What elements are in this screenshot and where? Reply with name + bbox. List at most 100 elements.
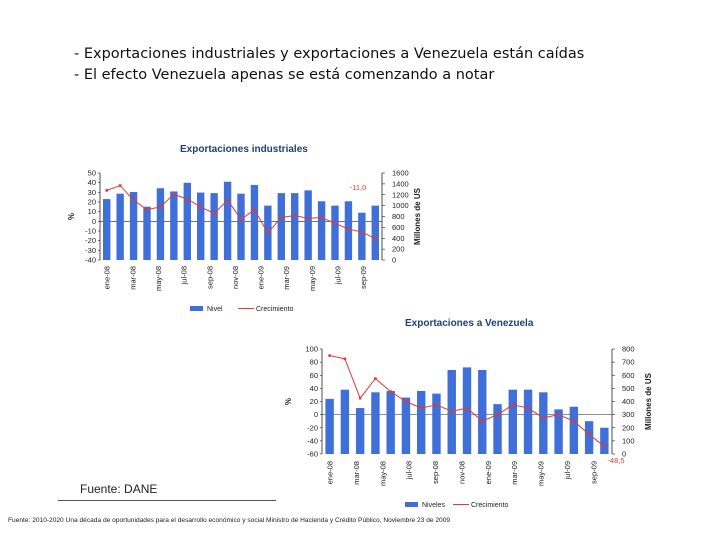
chart2-bar bbox=[417, 391, 426, 454]
chart2-growth-point bbox=[343, 357, 347, 361]
chart2-legend-bar-swatch bbox=[405, 502, 418, 507]
chart2-left-tick-label: -40 bbox=[307, 436, 318, 445]
chart2-bar bbox=[371, 392, 380, 454]
chart1-bar bbox=[331, 205, 339, 260]
chart2-title: Exportaciones a Venezuela bbox=[405, 318, 534, 329]
chart1-left-tick-label: -10 bbox=[85, 227, 96, 236]
chart1-growth-point bbox=[132, 198, 135, 202]
chart1-left-tick-label: -20 bbox=[85, 236, 96, 245]
chart2-right-tick-label: 800 bbox=[622, 345, 635, 354]
heading-line-1: - Exportaciones industriales y exportaci… bbox=[74, 46, 585, 62]
chart2-growth-point bbox=[435, 403, 438, 407]
chart2-left-tick-label: -60 bbox=[307, 450, 318, 459]
chart1-growth-point bbox=[253, 208, 256, 212]
chart1-ylabel-right: Millones de US bbox=[413, 187, 422, 245]
chart1-bar bbox=[223, 181, 232, 260]
chart2-left-tick-label: 80 bbox=[310, 358, 318, 367]
chart1-growth-point bbox=[172, 192, 176, 196]
chart1-x-tick-label: may-09 bbox=[308, 266, 317, 291]
chart1-growth-point bbox=[145, 208, 149, 212]
chart1-growth-point bbox=[360, 230, 364, 234]
chart2-bar bbox=[554, 409, 563, 454]
chart1-bar bbox=[170, 191, 178, 260]
chart2-growth-point bbox=[572, 419, 576, 423]
source-divider bbox=[58, 500, 276, 501]
chart1-legend-line-label: Crecimiento bbox=[256, 306, 293, 313]
chart1-ylabel-left: % bbox=[67, 213, 76, 220]
chart2-legend-line-label: Crecimiento bbox=[471, 502, 508, 509]
chart1-x-tick-label: may-08 bbox=[154, 266, 163, 291]
chart2-x-tick-label: may-08 bbox=[378, 461, 387, 486]
chart1-bar bbox=[371, 205, 379, 260]
chart1-right-tick-label: 1200 bbox=[392, 190, 409, 199]
chart2-right-tick-label: 300 bbox=[622, 410, 635, 419]
chart1-bar bbox=[156, 188, 165, 260]
chart2-growth-point bbox=[511, 403, 515, 407]
chart1-growth-point bbox=[306, 217, 310, 220]
chart1-left-tick-label: 40 bbox=[88, 178, 96, 187]
chart2-bar bbox=[401, 397, 411, 454]
chart1-bar bbox=[116, 193, 124, 260]
chart2-growth-point bbox=[389, 390, 392, 393]
chart1-bar bbox=[197, 192, 205, 260]
chart2-bar bbox=[584, 421, 594, 454]
chart1-annotation: -11,0 bbox=[350, 183, 367, 192]
chart2-growth-point bbox=[465, 406, 469, 410]
chart2-bar bbox=[355, 408, 365, 454]
chart2-left-tick-label: 100 bbox=[305, 345, 318, 354]
chart2-bar bbox=[386, 391, 395, 454]
chart1-growth-point bbox=[212, 212, 216, 215]
chart2-left-tick-label: 0 bbox=[314, 410, 318, 419]
chart2-bar bbox=[523, 389, 533, 454]
chart2-bar bbox=[569, 406, 579, 454]
chart1-x-tick-label: mar-09 bbox=[282, 266, 291, 290]
chart2-right-tick-label: 200 bbox=[622, 423, 635, 432]
chart1-left-tick-label: 20 bbox=[88, 198, 96, 207]
chart1-x-tick-label: mar-08 bbox=[128, 266, 137, 290]
chart1-right-tick-label: 1400 bbox=[392, 179, 409, 188]
chart2-bar bbox=[432, 393, 441, 454]
chart1-x-tick-label: sep-08 bbox=[205, 266, 214, 289]
chart1-right-tick-label: 1600 bbox=[392, 169, 409, 178]
chart2-ylabel-right: Millones de US bbox=[644, 372, 653, 430]
chart2-growth-point bbox=[419, 406, 423, 410]
chart1-bar bbox=[358, 212, 366, 260]
chart1-growth-point bbox=[333, 221, 337, 225]
chart1-growth-point bbox=[320, 216, 323, 219]
heading-line-2: - El efecto Venezuela apenas se está com… bbox=[74, 67, 495, 83]
chart1-left-tick-label: -40 bbox=[85, 256, 96, 265]
chart1-growth-point bbox=[118, 184, 122, 187]
chart1-right-tick-label: 800 bbox=[392, 212, 405, 221]
chart2-x-tick-label: sep-09 bbox=[589, 461, 598, 484]
chart1-left-tick-label: 50 bbox=[88, 169, 96, 178]
chart2-right-tick-label: 500 bbox=[622, 384, 635, 393]
chart1-growth-point bbox=[159, 205, 162, 209]
chart2-growth-point bbox=[496, 413, 499, 416]
chart1-left-tick-label: 30 bbox=[88, 188, 96, 197]
chart2-x-tick-label: nov-08 bbox=[457, 461, 466, 484]
chart2-right-tick-label: 700 bbox=[622, 358, 635, 367]
chart2-growth-point bbox=[603, 445, 606, 448]
chart2-x-tick-label: may-09 bbox=[537, 461, 546, 486]
chart1-growth-point bbox=[347, 227, 350, 231]
chart1-growth-point bbox=[226, 198, 229, 202]
chart2-x-tick-label: mar-09 bbox=[510, 461, 519, 485]
chart2-x-tick-label: jul-08 bbox=[405, 461, 414, 480]
chart1-right-tick-label: 0 bbox=[392, 256, 396, 265]
chart2-ylabel-left: % bbox=[284, 398, 293, 405]
chart2-right-tick-label: 100 bbox=[622, 436, 635, 445]
chart1-growth-point bbox=[105, 189, 109, 192]
chart1-x-tick-label: ene-08 bbox=[103, 266, 112, 289]
chart1-x-tick-label: ene-09 bbox=[257, 266, 266, 289]
chart2-bar bbox=[508, 389, 517, 454]
chart2-right-tick-label: 600 bbox=[622, 371, 635, 380]
chart1-right-tick-label: 1000 bbox=[392, 201, 409, 210]
chart1-growth-point bbox=[373, 237, 377, 241]
chart1-bar bbox=[143, 206, 151, 260]
slide-footer: Fuente: 2010-2020 Una década de oportuni… bbox=[8, 517, 451, 524]
chart2-left-tick-label: 20 bbox=[310, 397, 318, 406]
chart1-x-tick-label: jul-08 bbox=[180, 266, 189, 285]
chart1-growth-point bbox=[279, 216, 283, 219]
chart1-x-tick-label: nov-08 bbox=[231, 266, 240, 289]
chart1-bar bbox=[210, 193, 218, 260]
